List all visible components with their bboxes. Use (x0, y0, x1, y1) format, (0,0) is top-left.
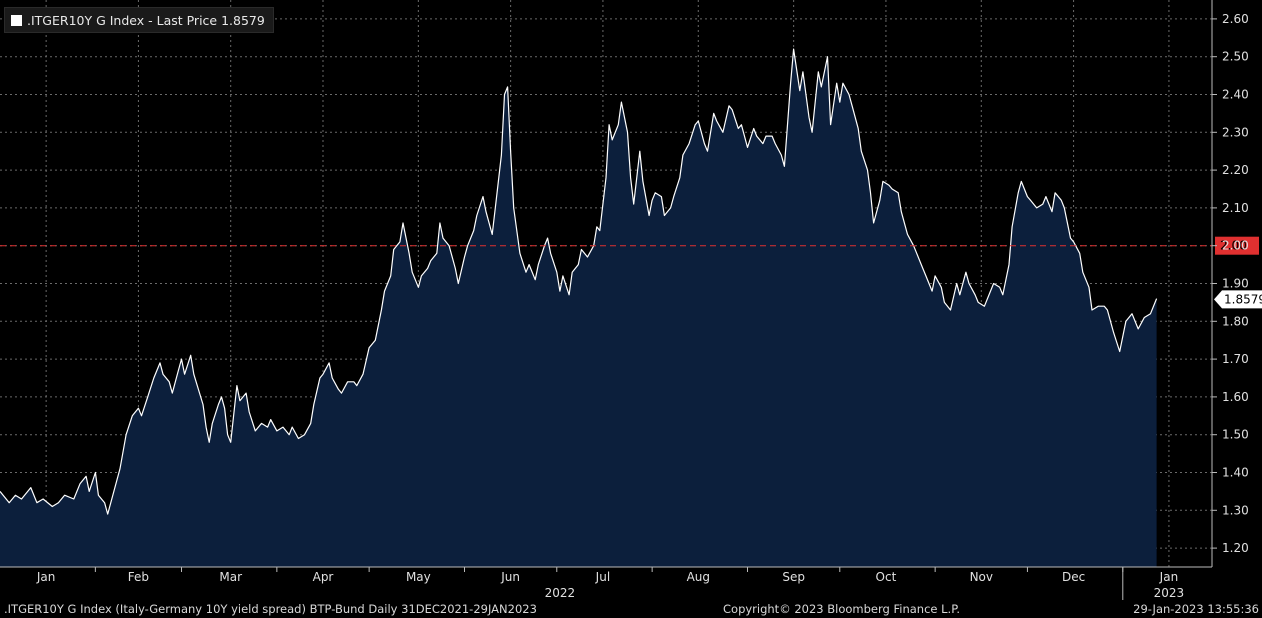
legend-label: .ITGER10Y G Index - Last Price 1.8579 (27, 12, 265, 28)
x-tick-label: Jan (1159, 570, 1179, 584)
y-tick-label: 1.60 (1222, 390, 1249, 404)
x-tick-label: Feb (128, 570, 149, 584)
x-tick-label: Nov (970, 570, 993, 584)
x-tick-label: Jan (36, 570, 56, 584)
x-tick-label: Mar (219, 570, 242, 584)
y-tick-label: 1.50 (1222, 428, 1249, 442)
x-tick-label: Dec (1062, 570, 1085, 584)
x-tick-label: May (406, 570, 431, 584)
y-tick-label: 1.80 (1222, 314, 1249, 328)
footer: .ITGER10Y G Index (Italy-Germany 10Y yie… (0, 601, 1262, 618)
y-tick-label: 2.10 (1222, 201, 1249, 215)
y-tick-label: 2.60 (1222, 12, 1249, 26)
axis-layer: 1.20 1.30 1.40 1.50 1.60 1.70 1.80 1.90 2.00 2.10… (0, 0, 1249, 600)
y-tick-label: 1.20 (1222, 541, 1249, 555)
y-tick-label: 1.90 (1222, 277, 1249, 291)
x-tick-label: Apr (313, 570, 334, 584)
y-tick-label: 2.30 (1222, 125, 1249, 139)
year-label: 2023 (1154, 586, 1185, 600)
last-price-label: 1.8579 (1224, 292, 1262, 306)
x-tick-label: Oct (876, 570, 897, 584)
y-tick-label: 1.70 (1222, 352, 1249, 366)
y-tick-label: 1.30 (1222, 503, 1249, 517)
y-tick-label: 2.00 (1222, 239, 1249, 253)
y-tick-label: 2.50 (1222, 50, 1249, 64)
y-tick-label: 2.40 (1222, 88, 1249, 102)
footer-description: .ITGER10Y G Index (Italy-Germany 10Y yie… (4, 602, 537, 616)
legend: .ITGER10Y G Index - Last Price 1.8579 (4, 7, 274, 33)
x-tick-label: Aug (687, 570, 710, 584)
footer-timestamp: 29-Jan-2023 13:55:36 (1133, 602, 1259, 616)
reference-tag (1215, 236, 1259, 255)
year-label: 2022 (545, 586, 576, 600)
footer-copyright: Copyright© 2023 Bloomberg Finance L.P. (723, 602, 960, 616)
y-tick-label: 1.40 (1222, 466, 1249, 480)
legend-swatch (11, 14, 22, 26)
reference-label: 2.00 (1220, 239, 1247, 253)
x-tick-label: Jul (595, 570, 610, 584)
series-area (0, 49, 1157, 568)
x-tick-label: Jun (500, 570, 520, 584)
x-tick-label: Sep (782, 570, 805, 584)
reference-layer: 2.00 1.8579 (0, 236, 1262, 309)
y-tick-label: 2.20 (1222, 163, 1249, 177)
last-price-tag (1214, 290, 1262, 309)
